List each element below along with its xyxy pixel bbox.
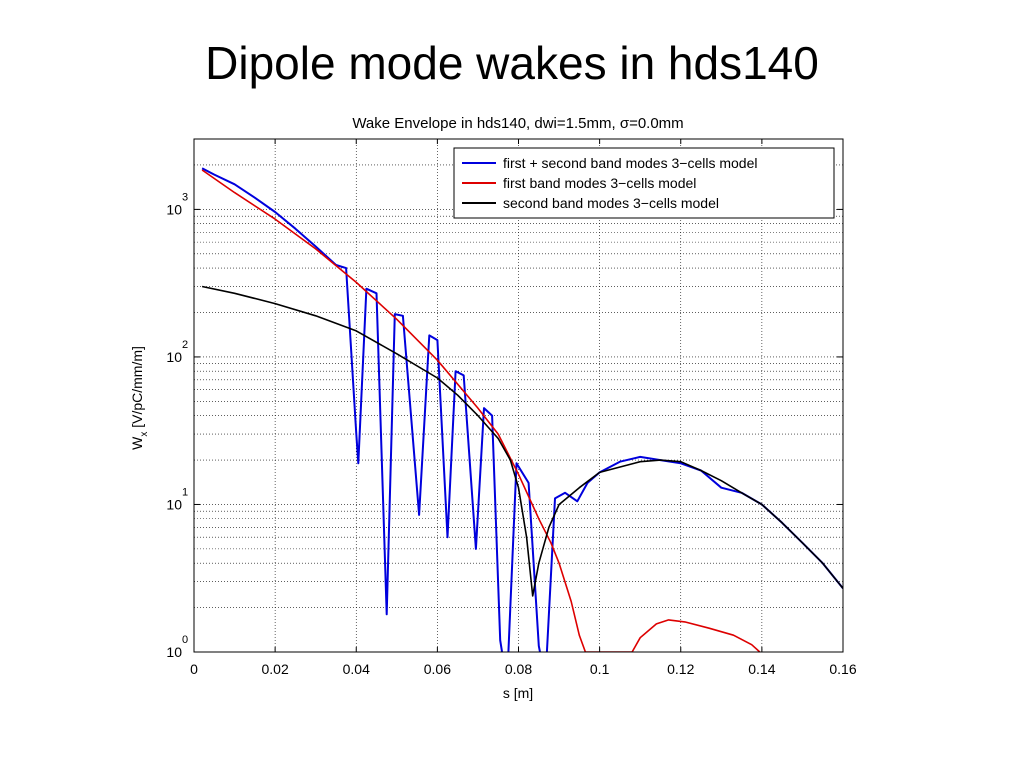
legend-label-3: second band modes 3−cells model: [503, 195, 719, 211]
x-tick-label: 0: [190, 661, 198, 677]
legend-label-1: first + second band modes 3−cells model: [503, 155, 757, 171]
y-tick-exponent: 0: [182, 634, 188, 646]
series-lines: [201, 167, 843, 652]
legend-box: [453, 147, 835, 219]
y-axis-label-base: W: [129, 436, 145, 450]
slide-title: Dipole mode wakes in hds140: [205, 37, 819, 89]
y-axis-label-rest: [V/pC/mm/m]: [129, 346, 145, 432]
x-tick-label: 0.1: [590, 661, 610, 677]
y-axis-label-subscript: x: [139, 432, 150, 437]
legend-label-2: first band modes 3−cells model: [503, 175, 696, 191]
y-tick-exponent: 2: [182, 339, 188, 351]
x-axis-label: s [m]: [503, 685, 533, 701]
y-tick-exponent: 3: [182, 191, 188, 203]
series-line-1: [201, 167, 843, 652]
y-tick-label: 10: [166, 349, 182, 365]
x-tick-label: 0.12: [667, 661, 694, 677]
x-tick-label: 0.02: [262, 661, 289, 677]
y-tick-label: 10: [166, 644, 182, 660]
x-tick-label: 0.14: [748, 661, 775, 677]
grid-lines: [193, 138, 844, 653]
y-tick-exponent: 1: [182, 486, 188, 498]
series-line-2: [201, 169, 761, 652]
series-line-3: [201, 285, 843, 597]
y-tick-label: 10: [166, 496, 182, 512]
x-tick-label: 0.08: [505, 661, 532, 677]
y-tick-label: 10: [166, 201, 182, 217]
x-tick-label: 0.04: [343, 661, 370, 677]
axis-ticks: 0 0.02 0.04 0.06 0.08 0.1 0.12 0.14 0.1610010110…: [166, 139, 857, 677]
svg-text:Wx [V/pC/mm/m]: Wx [V/pC/mm/m]: [129, 346, 150, 450]
chart-title: Wake Envelope in hds140, dwi=1.5mm, σ=0.…: [352, 115, 683, 132]
plot-area: [194, 139, 843, 652]
x-tick-label: 0.06: [424, 661, 451, 677]
legend: first + second band modes 3−cells model f…: [453, 147, 835, 219]
y-axis-label: Wx [V/pC/mm/m]: [129, 346, 150, 450]
x-tick-label: 0.16: [829, 661, 856, 677]
